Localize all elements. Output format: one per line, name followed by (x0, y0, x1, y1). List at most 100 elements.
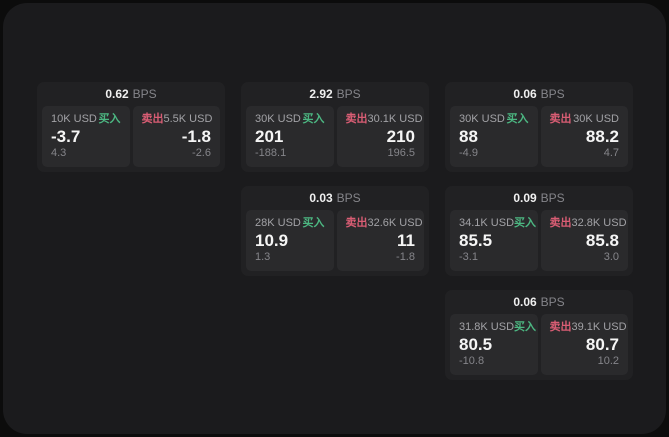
sell-quote-tile[interactable]: 卖出 32.8K USD 85.8 3.0 (540, 210, 628, 271)
bps-unit-label: BPS (132, 87, 157, 101)
buy-size-label: 30K USD (255, 113, 301, 125)
sell-delta: 196.5 (387, 147, 415, 159)
card-header: 0.06 BPS (445, 290, 633, 314)
sell-size-label: 5.5K USD (163, 113, 213, 125)
sell-quote-tile[interactable]: 卖出 39.1K USD 80.7 10.2 (540, 314, 628, 375)
card-header: 0.03 BPS (241, 186, 429, 210)
quote-tiles: 31.8K USD 买入 80.5 -10.8 卖出 39.1K USD 80.… (445, 314, 633, 380)
bps-unit-label: BPS (336, 87, 361, 101)
buy-size-label: 31.8K USD (459, 321, 515, 333)
bps-value: 0.09 (513, 191, 537, 205)
buy-price: 10.9 (255, 231, 289, 250)
buy-quote-tile[interactable]: 30K USD 买入 201 -188.1 (246, 106, 334, 167)
bps-value: 0.62 (105, 87, 129, 101)
buy-side-label: 买入 (302, 217, 325, 229)
buy-tile-header: 34.1K USD 买入 (459, 217, 536, 230)
buy-delta: -10.8 (459, 355, 485, 367)
sell-size-label: 32.6K USD (367, 217, 423, 229)
quote-card: 0.06 BPS 30K USD 买入 88 -4.9 卖出 30K USD 8… (445, 82, 633, 172)
buy-side-label: 买入 (514, 321, 537, 333)
sell-delta: -2.6 (192, 147, 211, 159)
sell-price: -1.8 (181, 127, 211, 146)
sell-side-label: 卖出 (345, 113, 368, 125)
buy-side-label: 买入 (506, 113, 529, 125)
sell-side-label: 卖出 (549, 321, 572, 333)
sell-price: 80.7 (585, 335, 619, 354)
quote-card: 0.62 BPS 10K USD 买入 -3.7 4.3 卖出 5.5K USD… (37, 82, 225, 172)
app-panel: 0.62 BPS 10K USD 买入 -3.7 4.3 卖出 5.5K USD… (3, 3, 666, 434)
card-header: 0.09 BPS (445, 186, 633, 210)
buy-delta: 4.3 (51, 147, 67, 159)
card-header: 0.62 BPS (37, 82, 225, 106)
card-header: 2.92 BPS (241, 82, 429, 106)
sell-tile-header: 卖出 39.1K USD (549, 321, 627, 334)
buy-delta: 1.3 (255, 251, 271, 263)
buy-size-label: 34.1K USD (459, 217, 515, 229)
buy-side-label: 买入 (514, 217, 537, 229)
buy-tile-header: 28K USD 买入 (255, 217, 325, 230)
buy-tile-header: 31.8K USD 买入 (459, 321, 536, 334)
sell-side-label: 卖出 (549, 113, 572, 125)
quote-card: 0.09 BPS 34.1K USD 买入 85.5 -3.1 卖出 32.8K… (445, 186, 633, 276)
buy-quote-tile[interactable]: 31.8K USD 买入 80.5 -10.8 (450, 314, 538, 375)
buy-quote-tile[interactable]: 28K USD 买入 10.9 1.3 (246, 210, 334, 271)
buy-price: 88 (459, 127, 478, 146)
bps-unit-label: BPS (540, 295, 565, 309)
buy-price: -3.7 (51, 127, 81, 146)
sell-size-label: 30K USD (573, 113, 619, 125)
sell-tile-header: 卖出 32.6K USD (345, 217, 423, 230)
buy-tile-header: 30K USD 买入 (255, 113, 325, 126)
buy-quote-tile[interactable]: 10K USD 买入 -3.7 4.3 (42, 106, 130, 167)
sell-size-label: 32.8K USD (571, 217, 627, 229)
sell-quote-tile[interactable]: 卖出 5.5K USD -1.8 -2.6 (132, 106, 220, 167)
sell-tile-header: 卖出 30K USD (550, 113, 620, 126)
quote-card: 0.03 BPS 28K USD 买入 10.9 1.3 卖出 32.6K US… (241, 186, 429, 276)
buy-side-label: 买入 (302, 113, 325, 125)
quote-tiles: 10K USD 买入 -3.7 4.3 卖出 5.5K USD -1.8 -2.… (37, 106, 225, 172)
sell-price: 210 (386, 127, 415, 146)
sell-delta: -1.8 (396, 251, 415, 263)
sell-price: 11 (397, 231, 415, 250)
sell-delta: 4.7 (603, 147, 619, 159)
buy-tile-header: 10K USD 买入 (51, 113, 121, 126)
sell-delta: 10.2 (597, 355, 619, 367)
bps-unit-label: BPS (336, 191, 361, 205)
sell-quote-tile[interactable]: 卖出 30.1K USD 210 196.5 (336, 106, 424, 167)
quote-tiles: 28K USD 买入 10.9 1.3 卖出 32.6K USD 11 -1.8 (241, 210, 429, 276)
sell-quote-tile[interactable]: 卖出 30K USD 88.2 4.7 (540, 106, 628, 167)
bps-value: 0.06 (513, 295, 537, 309)
sell-side-label: 卖出 (345, 217, 368, 229)
bps-value: 0.06 (513, 87, 537, 101)
bps-unit-label: BPS (540, 191, 565, 205)
buy-quote-tile[interactable]: 30K USD 买入 88 -4.9 (450, 106, 538, 167)
card-header: 0.06 BPS (445, 82, 633, 106)
buy-delta: -188.1 (255, 147, 287, 159)
sell-side-label: 卖出 (141, 113, 164, 125)
buy-size-label: 28K USD (255, 217, 301, 229)
sell-delta: 3.0 (603, 251, 619, 263)
sell-tile-header: 卖出 5.5K USD (141, 113, 213, 126)
buy-price: 85.5 (459, 231, 493, 250)
sell-side-label: 卖出 (549, 217, 572, 229)
quote-card: 2.92 BPS 30K USD 买入 201 -188.1 卖出 30.1K … (241, 82, 429, 172)
buy-price: 201 (255, 127, 284, 146)
buy-price: 80.5 (459, 335, 493, 354)
sell-price: 88.2 (585, 127, 619, 146)
buy-tile-header: 30K USD 买入 (459, 113, 529, 126)
bps-value: 2.92 (309, 87, 333, 101)
sell-size-label: 30.1K USD (367, 113, 423, 125)
sell-quote-tile[interactable]: 卖出 32.6K USD 11 -1.8 (336, 210, 424, 271)
buy-quote-tile[interactable]: 34.1K USD 买入 85.5 -3.1 (450, 210, 538, 271)
bps-unit-label: BPS (540, 87, 565, 101)
sell-tile-header: 卖出 30.1K USD (345, 113, 423, 126)
quote-tiles: 30K USD 买入 88 -4.9 卖出 30K USD 88.2 4.7 (445, 106, 633, 172)
sell-size-label: 39.1K USD (571, 321, 627, 333)
quote-card: 0.06 BPS 31.8K USD 买入 80.5 -10.8 卖出 39.1… (445, 290, 633, 380)
quote-tiles: 34.1K USD 买入 85.5 -3.1 卖出 32.8K USD 85.8… (445, 210, 633, 276)
buy-delta: -3.1 (459, 251, 478, 263)
sell-price: 85.8 (585, 231, 619, 250)
quote-tiles: 30K USD 买入 201 -188.1 卖出 30.1K USD 210 1… (241, 106, 429, 172)
buy-side-label: 买入 (98, 113, 121, 125)
bps-value: 0.03 (309, 191, 333, 205)
cards-grid: 0.62 BPS 10K USD 买入 -3.7 4.3 卖出 5.5K USD… (37, 82, 633, 380)
